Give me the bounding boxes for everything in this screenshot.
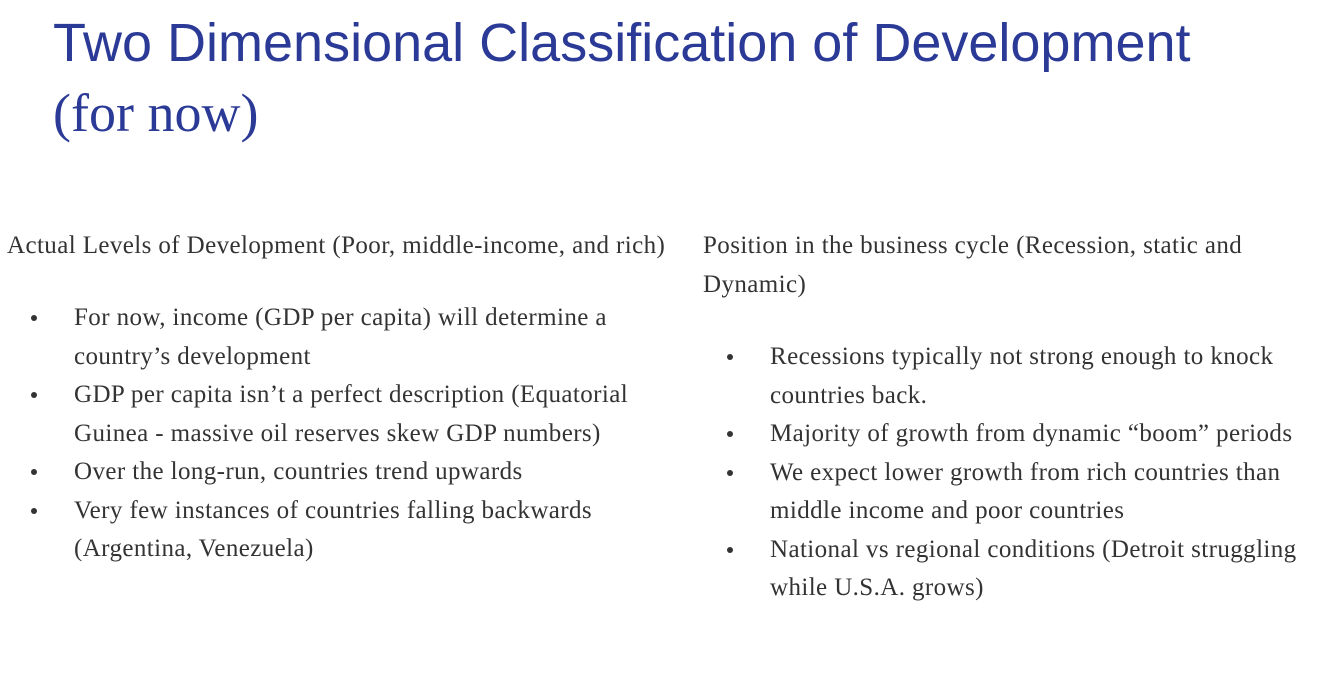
bullet-text: We expect lower growth from rich countri… <box>770 458 1281 525</box>
list-item: GDP per capita isn’t a perfect descripti… <box>7 376 687 453</box>
bullet-text: For now, income (GDP per capita) will de… <box>74 304 607 370</box>
left-column: Actual Levels of Development (Poor, midd… <box>7 226 687 569</box>
list-item: National vs regional conditions (Detroit… <box>703 531 1318 608</box>
bullet-text: Recessions typically not strong enough t… <box>770 343 1274 409</box>
bullet-dot-icon <box>31 469 37 475</box>
bullet-dot-icon <box>31 507 37 514</box>
right-column-heading: Position in the business cycle (Recessio… <box>703 232 1243 298</box>
bullet-text: Very few instances of countries falling … <box>74 496 593 563</box>
bullet-dot-icon <box>727 431 733 437</box>
slide-title: Two Dimensional Classification of Develo… <box>53 6 1303 146</box>
bullet-dot-icon <box>727 354 733 360</box>
list-item: Over the long-run, countries trend upwar… <box>7 453 687 492</box>
list-item: For now, income (GDP per capita) will de… <box>7 299 687 376</box>
bullet-dot-icon <box>727 546 733 553</box>
bullet-dot-icon <box>31 392 37 398</box>
bullet-text: Over the long-run, countries trend upwar… <box>74 458 523 485</box>
list-item: Recessions typically not strong enough t… <box>703 338 1318 415</box>
bullet-dot-icon <box>727 469 733 476</box>
left-bullet-list: For now, income (GDP per capita) will de… <box>7 299 687 569</box>
slide-title-main: Two Dimensional Classification of Develo… <box>53 13 1191 73</box>
slide-title-subtitle: (for now) <box>53 83 259 143</box>
right-bullet-list: Recessions typically not strong enough t… <box>703 338 1318 608</box>
list-item: Very few instances of countries falling … <box>7 492 687 569</box>
bullet-dot-icon <box>31 315 37 321</box>
left-column-heading: Actual Levels of Development (Poor, midd… <box>7 232 666 259</box>
bullet-text: Majority of growth from dynamic “boom” p… <box>770 420 1293 447</box>
bullet-text: GDP per capita isn’t a perfect descripti… <box>74 381 629 447</box>
list-item: We expect lower growth from rich countri… <box>703 454 1318 531</box>
bullet-text: National vs regional conditions (Detroit… <box>770 535 1297 602</box>
list-item: Majority of growth from dynamic “boom” p… <box>703 415 1318 454</box>
right-column: Position in the business cycle (Recessio… <box>703 226 1318 608</box>
